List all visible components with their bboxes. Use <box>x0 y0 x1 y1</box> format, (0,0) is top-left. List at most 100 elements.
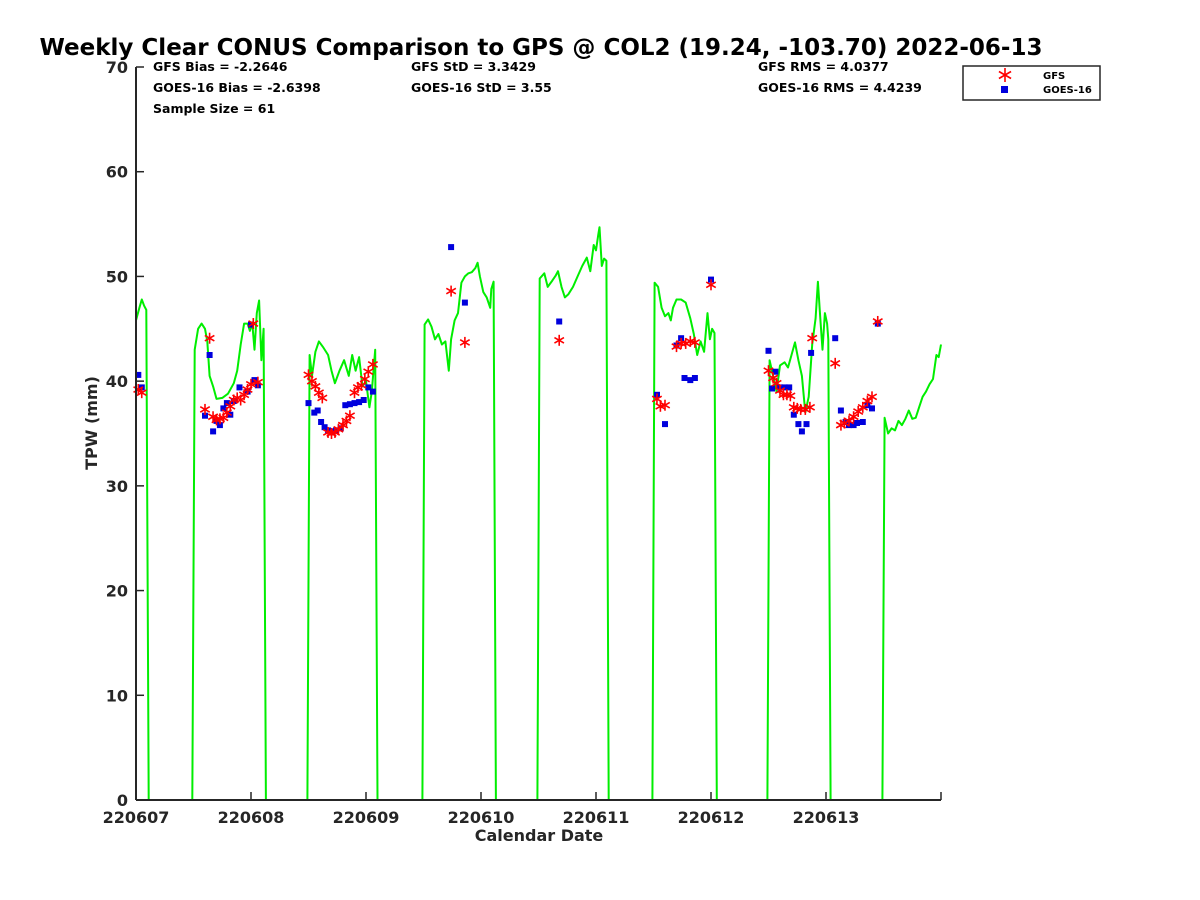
goes-point <box>356 399 363 406</box>
gps-line-segment <box>536 226 610 801</box>
legend-gfs-asterisk <box>998 68 1012 82</box>
chart-title: Weekly Clear CONUS Comparison to GPS @ C… <box>40 35 1043 61</box>
gfs-rms-label: GFS RMS = 4.0377 <box>758 59 889 74</box>
gfs-point <box>807 332 818 344</box>
goes-point <box>869 405 875 412</box>
goes-rms-label: GOES-16 RMS = 4.4239 <box>758 80 922 95</box>
goes-point <box>360 397 367 403</box>
gfs-point <box>317 392 328 404</box>
goes-point <box>662 421 668 428</box>
goes-point <box>854 420 860 426</box>
gfs-point <box>705 279 717 291</box>
gfs-point <box>204 332 215 344</box>
gfs-point <box>445 285 457 297</box>
goes-point <box>795 421 802 428</box>
y-tick-label: 70 <box>106 58 128 77</box>
legend: GFS GOES-16 <box>962 65 1101 101</box>
goes-point <box>687 377 694 384</box>
goes-point <box>318 419 325 425</box>
goes-point <box>798 428 805 435</box>
gfs-point <box>785 390 796 402</box>
goes-point <box>369 388 376 395</box>
goes-point <box>448 244 455 251</box>
gfs-point <box>866 391 878 403</box>
goes-point <box>223 400 230 407</box>
goes-std-label: GOES-16 StD = 3.55 <box>411 80 552 95</box>
goes-point <box>681 375 688 381</box>
goes-point <box>781 384 788 391</box>
axes: 0 10 20 30 40 50 60 70 220607 220608 220609 220610 2… <box>103 58 942 827</box>
x-tick-label: 220608 <box>218 808 285 827</box>
gfs-point <box>136 387 147 399</box>
gfs-point <box>763 365 774 377</box>
x-tick-label: 220611 <box>563 808 630 827</box>
y-tick-label: 0 <box>117 791 128 810</box>
y-tick-label: 20 <box>106 582 128 601</box>
goes-point <box>346 401 353 408</box>
gfs-point <box>554 334 565 346</box>
goes-bias-label: GOES-16 Bias = -2.6398 <box>153 80 321 95</box>
goes-point <box>803 421 810 428</box>
goes-point <box>216 422 223 429</box>
x-tick-label: 220610 <box>448 808 515 827</box>
gfs-point <box>795 403 806 415</box>
x-tick-label: 220609 <box>333 808 400 827</box>
gfs-point <box>830 357 841 369</box>
goes-point <box>691 375 698 381</box>
y-tick-label: 50 <box>106 267 128 286</box>
gps-line-segment <box>651 281 718 801</box>
goes-point <box>220 405 227 412</box>
legend-gfs-marker <box>998 68 1012 82</box>
gfs-point <box>344 410 356 422</box>
gfs-point <box>333 423 344 435</box>
gfs-point <box>252 376 264 388</box>
y-tick-label: 40 <box>106 372 128 391</box>
x-tick-label: 220613 <box>793 808 860 827</box>
goes-point <box>351 400 358 407</box>
y-tick-label: 60 <box>106 163 128 182</box>
goes-point <box>342 402 349 409</box>
goes-point <box>556 318 563 325</box>
gfs-point <box>843 415 855 427</box>
gps-line-segment <box>421 261 497 801</box>
gfs-bias-label: GFS Bias = -2.2646 <box>153 59 288 74</box>
goes-point <box>832 335 839 342</box>
x-axis-label: Calendar Date <box>475 826 604 845</box>
y-tick-label: 10 <box>106 686 128 705</box>
gfs-point <box>848 411 859 423</box>
gps-line-segment <box>191 299 267 801</box>
goes-point <box>765 347 772 354</box>
gfs-point <box>199 403 211 415</box>
goes-point <box>859 419 866 425</box>
goes-point <box>808 349 815 356</box>
goes-point <box>210 428 217 435</box>
gps-line-segment <box>766 280 832 801</box>
gfs-point <box>804 401 816 413</box>
legend-goes-label: GOES-16 <box>1043 85 1092 96</box>
goes-point <box>461 299 468 306</box>
goes-point <box>311 409 318 416</box>
goes-point <box>850 422 857 429</box>
gfs-point <box>689 336 701 348</box>
gps-line-segment <box>306 340 379 801</box>
goes-point <box>206 352 213 358</box>
goes-point <box>135 371 142 378</box>
gfs-point <box>245 378 257 390</box>
goes-point <box>769 385 775 392</box>
sample-size-label: Sample Size = 61 <box>153 101 275 116</box>
goes-point <box>365 384 372 391</box>
goes-point <box>786 384 793 391</box>
gfs-point <box>862 395 873 407</box>
goes-point <box>837 407 844 414</box>
gfs-point <box>659 399 671 411</box>
goes-point <box>314 407 321 414</box>
gfs-point <box>459 336 471 348</box>
plot-area <box>133 226 942 801</box>
gps-line-segment <box>135 298 150 801</box>
goes-point <box>772 368 779 375</box>
legend-goes-marker <box>1001 86 1008 93</box>
gps-line-segment <box>881 344 942 801</box>
goes-point <box>305 400 312 407</box>
goes-point <box>321 424 328 431</box>
x-tick-label: 220612 <box>678 808 745 827</box>
